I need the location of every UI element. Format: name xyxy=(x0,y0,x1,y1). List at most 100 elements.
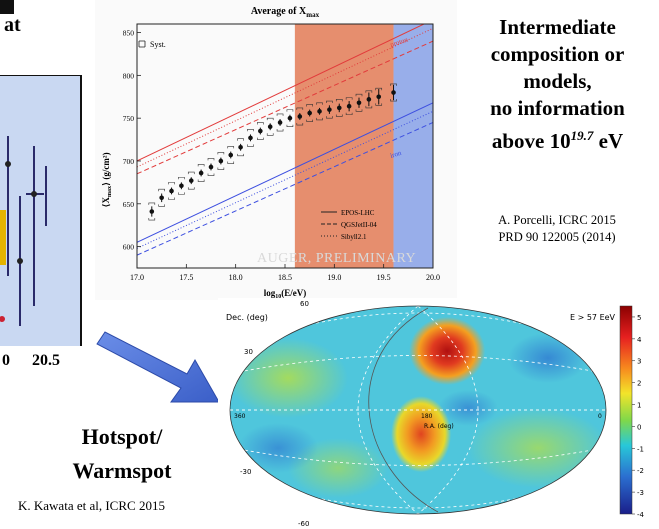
conclusion-line-4: no information xyxy=(490,96,625,120)
left-point-2 xyxy=(17,258,23,264)
xmax-band-2 xyxy=(393,24,433,268)
left-point-red xyxy=(0,316,5,322)
xmax-legend-models: EPOS-LHC QGSJetII-04 Sibyll2.1 xyxy=(321,209,377,241)
skymap-energy-label: E > 57 EeV xyxy=(570,313,616,322)
ra-tick-0: 0 xyxy=(598,413,602,420)
pointer-arrow xyxy=(96,331,220,403)
xmax-point-15 xyxy=(286,109,294,128)
legend-epos: EPOS-LHC xyxy=(341,209,375,217)
legend-sibyll: Sibyll2.1 xyxy=(341,233,367,241)
left-chart-fragment xyxy=(0,75,82,346)
xmax-model-lines xyxy=(137,24,433,256)
colorbar-tick--3: -3 xyxy=(637,489,644,497)
auger-preliminary-watermark: AUGER, PRELIMINARY xyxy=(257,251,416,266)
composition-conclusion-text: Intermediate composition or models, no i… xyxy=(455,14,659,155)
xmax-point-4 xyxy=(178,176,185,195)
model-line-4 xyxy=(137,102,433,243)
xmax-point-14 xyxy=(276,113,284,132)
xmax-point-12 xyxy=(257,122,264,140)
colorbar-tick-0: 0 xyxy=(637,423,641,431)
xmax-point-8 xyxy=(217,152,225,170)
left-tick-20-5: 20.5 xyxy=(32,352,60,369)
xmax-y-axis-label: ⟨Xmax⟩ (g/cm²) xyxy=(101,152,113,207)
ra-tick-360: 360 xyxy=(234,413,246,420)
xmax-point-19 xyxy=(326,100,333,119)
model-line-5 xyxy=(137,121,433,256)
citation-porcelli: A. Porcelli, ICRC 2015 PRD 90 122005 (20… xyxy=(452,212,659,246)
skymap-hotspots xyxy=(391,316,486,473)
xmax-chart: 17.0 17.5 18.0 18.5 19.0 19.5 20.0 600 650 700 75… xyxy=(95,0,457,300)
colorbar-tick-4: 4 xyxy=(637,336,642,344)
xmax-point-25 xyxy=(390,83,397,102)
colorbar-tick--4: -4 xyxy=(637,511,645,519)
arrow-icon xyxy=(96,331,220,403)
xmax-point-3 xyxy=(168,182,175,200)
y-tick-label-700: 700 xyxy=(123,157,135,166)
iron-band-label: iron xyxy=(389,149,403,160)
model-line-1 xyxy=(137,24,426,162)
skymap-chart: Dec. (deg) 60 30 -3 0 -60 360 180 0 R.A. … xyxy=(218,298,659,529)
x-tick-label-17.0: 17.0 xyxy=(130,273,144,282)
ra-tick-180: 180 xyxy=(421,413,433,420)
skymap-warmspot xyxy=(391,396,452,473)
citation-kawata: K. Kawata et al, ICRC 2015 xyxy=(18,498,165,513)
colorbar-tick--1: -1 xyxy=(637,445,644,453)
conclusion-line-3: models, xyxy=(523,69,592,93)
hotspot-label: Hotspot/ Warmspot xyxy=(42,420,202,488)
left-tick-0: 0 xyxy=(2,352,10,369)
model-line-3 xyxy=(137,27,433,168)
xmax-point-24 xyxy=(375,87,383,106)
xmax-point-5 xyxy=(187,171,195,190)
conclusion-line-5: above 1019.7 eV xyxy=(491,128,624,153)
model-line-2 xyxy=(137,40,433,175)
colorbar-tick-1: 1 xyxy=(637,402,641,410)
colorbar-tick-2: 2 xyxy=(637,380,641,388)
legend-qgsjet: QGSJetII-04 xyxy=(341,221,377,229)
y-tick-label-650: 650 xyxy=(123,200,135,209)
xmax-point-6 xyxy=(197,164,205,182)
y-tick-label-600: 600 xyxy=(123,243,135,252)
skymap-colorbar xyxy=(619,305,633,515)
x-tick-label-17.5: 17.5 xyxy=(179,273,193,282)
hotspot-line-2: Warmspot xyxy=(72,458,172,483)
x-tick-label-20.0: 20.0 xyxy=(426,273,440,282)
hotspot-line-1: Hotspot/ xyxy=(81,424,163,449)
left-point-1 xyxy=(5,161,11,167)
xmax-x-ticks: 17.0 17.5 18.0 18.5 19.0 19.5 20.0 xyxy=(130,264,440,282)
citation-porcelli-line1: A. Porcelli, ICRC 2015 xyxy=(498,213,616,227)
xmax-y-ticks: 600 650 700 750 800 850 xyxy=(123,29,141,252)
xmax-point-18 xyxy=(316,102,323,121)
xmax-point-20 xyxy=(335,99,343,117)
colorbar-tick-5: 5 xyxy=(637,314,641,322)
xmax-point-9 xyxy=(227,146,235,164)
left-title-fragment: at xyxy=(4,14,21,36)
xmax-band-1 xyxy=(294,24,394,268)
skymap-dec-label: Dec. (deg) xyxy=(226,313,268,322)
xmax-point-16 xyxy=(296,107,304,126)
left-title-glyph-fragment xyxy=(0,0,14,14)
dec-tick-minus60: -60 xyxy=(298,520,309,528)
dec-tick-30: 30 xyxy=(244,348,253,356)
xmax-chart-title: Average of Xmax xyxy=(251,6,320,19)
xmax-point-1 xyxy=(148,202,156,221)
xmax-data-points xyxy=(148,83,397,221)
x-tick-label-19.0: 19.0 xyxy=(327,273,341,282)
xmax-point-10 xyxy=(237,138,244,157)
x-tick-label-18.0: 18.0 xyxy=(229,273,243,282)
x-tick-label-19.5: 19.5 xyxy=(377,273,391,282)
left-chart-marks xyxy=(0,136,47,326)
skymap-ra-label: R.A. (deg) xyxy=(424,423,454,430)
xmax-point-17 xyxy=(306,104,313,122)
xmax-point-11 xyxy=(247,129,254,147)
xmax-point-2 xyxy=(158,188,165,207)
colorbar-ticks: 5 4 3 2 1 0 -1 -2 -3 -4 xyxy=(632,314,645,519)
citation-porcelli-line2: PRD 90 122005 (2014) xyxy=(498,230,616,244)
model-line-6 xyxy=(137,110,433,249)
conclusion-line-2: composition or xyxy=(490,42,625,66)
dec-tick-60: 60 xyxy=(300,300,309,308)
xmax-point-23 xyxy=(365,90,373,109)
xmax-point-22 xyxy=(355,93,363,112)
left-yellow-marker xyxy=(0,210,6,265)
y-tick-label-850: 850 xyxy=(123,29,135,38)
xmax-x-axis-label: log10(E/eV) xyxy=(264,288,307,300)
